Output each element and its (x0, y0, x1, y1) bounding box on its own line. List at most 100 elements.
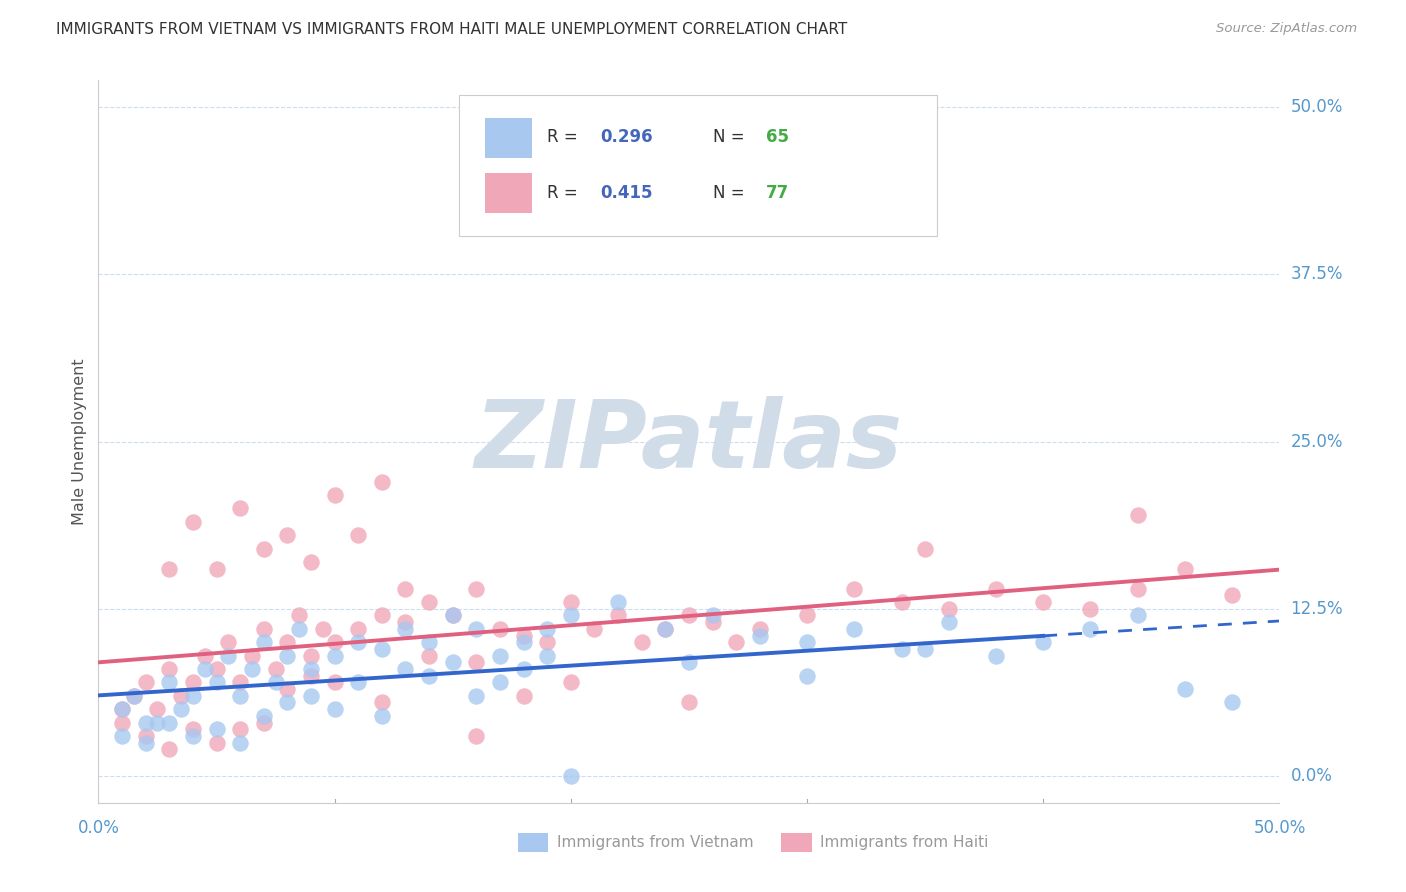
Point (205, 675, 228, 690)
Point (1032, 635, 1054, 649)
Point (157, 742, 180, 756)
Point (194, 648, 217, 663)
Point (1126, 608, 1149, 623)
Point (276, 635, 298, 649)
Point (111, 729, 134, 743)
Point (371, 708, 394, 723)
Bar (517, 833, 548, 852)
Point (536, 648, 558, 663)
Point (890, 642, 912, 657)
Point (276, 528, 298, 542)
Point (240, 662, 263, 676)
Point (217, 635, 239, 649)
Point (1080, 622, 1102, 636)
Point (890, 595, 912, 609)
Point (796, 635, 818, 649)
Point (205, 735, 228, 749)
Point (489, 675, 512, 690)
Point (181, 675, 204, 690)
Text: 65: 65 (766, 128, 789, 146)
Text: R =: R = (547, 184, 583, 202)
Point (1080, 602, 1102, 616)
Point (560, 595, 582, 609)
Point (181, 689, 204, 703)
Point (253, 708, 276, 723)
Point (394, 662, 416, 676)
Point (560, 675, 582, 690)
Point (122, 689, 145, 703)
Point (1220, 696, 1243, 710)
Text: IMMIGRANTS FROM VIETNAM VS IMMIGRANTS FROM HAITI MALE UNEMPLOYMENT CORRELATION C: IMMIGRANTS FROM VIETNAM VS IMMIGRANTS FR… (56, 22, 848, 37)
Point (253, 622, 276, 636)
Point (536, 622, 558, 636)
Text: 37.5%: 37.5% (1291, 265, 1343, 284)
Point (205, 562, 228, 576)
Bar (782, 833, 811, 852)
Point (465, 622, 488, 636)
Point (1032, 595, 1054, 609)
Point (512, 662, 534, 676)
Point (465, 582, 488, 596)
Point (678, 608, 700, 623)
Point (323, 488, 346, 502)
Point (146, 715, 169, 730)
Text: Immigrants from Haiti: Immigrants from Haiti (820, 835, 988, 850)
Text: 50.0%: 50.0% (1291, 98, 1343, 116)
Point (146, 702, 169, 716)
Text: 0.296: 0.296 (600, 128, 652, 146)
Point (489, 648, 512, 663)
Point (536, 635, 558, 649)
Point (512, 635, 534, 649)
Point (347, 635, 370, 649)
Point (312, 622, 335, 636)
Point (938, 615, 960, 630)
Point (607, 595, 630, 609)
Point (1220, 589, 1243, 603)
Point (276, 696, 298, 710)
Text: 0.0%: 0.0% (77, 819, 120, 837)
Point (135, 675, 157, 690)
Point (583, 622, 606, 636)
Point (288, 608, 311, 623)
Point (323, 702, 346, 716)
Point (135, 735, 157, 749)
Point (844, 582, 866, 596)
Text: N =: N = (713, 128, 749, 146)
Point (323, 635, 346, 649)
Point (181, 515, 204, 529)
Point (371, 608, 394, 623)
Point (914, 642, 936, 657)
Text: R =: R = (547, 128, 583, 146)
Point (229, 723, 252, 737)
Point (135, 715, 157, 730)
Point (394, 615, 416, 630)
Point (299, 689, 322, 703)
Bar (485, 118, 531, 158)
Point (240, 648, 263, 663)
Point (170, 689, 193, 703)
Point (229, 735, 252, 749)
Point (347, 528, 370, 542)
Point (938, 602, 960, 616)
Point (984, 582, 1007, 596)
Point (264, 662, 287, 676)
Point (607, 608, 630, 623)
Point (678, 696, 700, 710)
Point (299, 555, 322, 569)
Point (560, 769, 582, 783)
Point (441, 655, 464, 669)
Point (323, 648, 346, 663)
Point (441, 608, 464, 623)
Point (465, 689, 488, 703)
Point (418, 648, 440, 663)
Point (418, 669, 440, 683)
Point (654, 622, 676, 636)
Point (418, 595, 440, 609)
Point (441, 608, 464, 623)
Point (181, 729, 204, 743)
Point (844, 622, 866, 636)
Point (1174, 681, 1197, 696)
Text: 77: 77 (766, 184, 789, 202)
Point (512, 629, 534, 643)
Point (299, 648, 322, 663)
